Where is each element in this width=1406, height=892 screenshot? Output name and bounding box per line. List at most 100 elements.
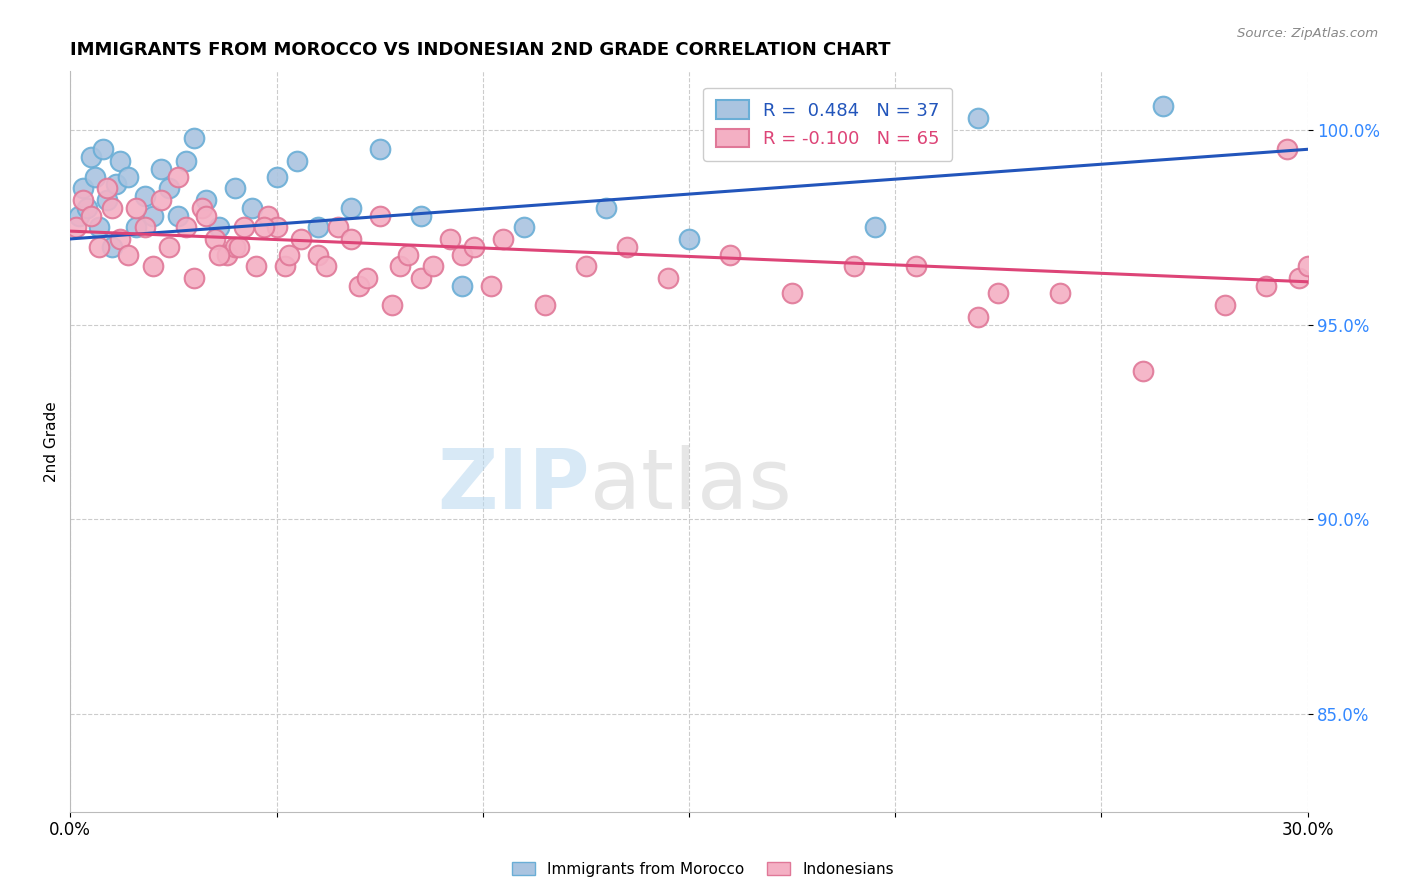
Point [451,247,474,261]
Point [157,240,180,254]
Point [183,130,205,145]
Point [89,240,111,254]
Point [108,232,131,246]
Point [183,271,205,285]
Point [409,209,432,223]
Point [72,181,94,195]
Text: ZIP: ZIP [437,445,591,526]
Point [125,201,148,215]
Point [657,271,679,285]
Point [150,161,173,176]
Point [80,209,103,223]
Point [72,193,94,207]
Point [422,259,444,273]
Point [1049,286,1071,301]
Point [108,153,131,168]
Point [240,201,263,215]
Point [1132,364,1154,378]
Point [157,181,180,195]
Point [195,209,218,223]
Point [451,278,474,293]
Point [966,310,988,324]
Point [290,232,312,246]
Point [328,220,350,235]
Point [277,247,299,261]
Point [533,298,555,312]
Point [91,142,114,156]
Point [100,201,122,215]
Text: IMMIGRANTS FROM MOROCCO VS INDONESIAN 2ND GRADE CORRELATION CHART: IMMIGRANTS FROM MOROCCO VS INDONESIAN 2N… [70,41,891,59]
Point [134,220,156,235]
Point [245,259,267,273]
Point [678,232,700,246]
Point [479,278,502,293]
Point [191,201,214,215]
Point [307,247,329,261]
Point [987,286,1010,301]
Point [166,209,188,223]
Point [1152,99,1174,113]
Point [356,271,378,285]
Point [904,259,927,273]
Point [208,247,231,261]
Point [166,169,188,184]
Point [134,189,156,203]
Point [339,232,361,246]
Point [215,247,238,261]
Point [1256,278,1278,293]
Point [142,259,165,273]
Point [842,259,865,273]
Point [195,193,218,207]
Legend: Immigrants from Morocco, Indonesians: Immigrants from Morocco, Indonesians [505,854,901,884]
Point [780,286,803,301]
Text: Source: ZipAtlas.com: Source: ZipAtlas.com [1237,27,1378,40]
Point [513,220,536,235]
Point [347,278,370,293]
Point [65,220,87,235]
Point [117,169,139,184]
Point [1296,259,1319,273]
Point [616,240,638,254]
Y-axis label: 2nd Grade: 2nd Grade [44,401,59,482]
Point [228,240,250,254]
Point [339,201,361,215]
Point [463,240,485,254]
Point [104,178,127,192]
Point [224,181,246,195]
Point [381,298,404,312]
Legend: R =  0.484   N = 37, R = -0.100   N = 65: R = 0.484 N = 37, R = -0.100 N = 65 [703,87,952,161]
Point [966,111,988,125]
Point [439,232,461,246]
Point [208,220,231,235]
Point [595,201,617,215]
Point [204,232,226,246]
Point [257,209,280,223]
Point [398,247,420,261]
Point [89,220,111,235]
Point [253,220,276,235]
Point [492,232,515,246]
Point [150,193,173,207]
Point [174,220,197,235]
Point [117,247,139,261]
Point [224,240,246,254]
Point [174,153,197,168]
Point [575,259,598,273]
Point [266,169,288,184]
Point [1288,271,1310,285]
Point [232,220,254,235]
Point [96,181,118,195]
Text: atlas: atlas [591,445,792,526]
Point [96,193,118,207]
Point [389,259,412,273]
Point [1213,298,1236,312]
Point [368,209,391,223]
Point [315,259,337,273]
Point [67,209,90,223]
Point [863,220,886,235]
Point [125,220,148,235]
Point [1275,142,1298,156]
Point [266,220,288,235]
Point [274,259,297,273]
Point [718,247,741,261]
